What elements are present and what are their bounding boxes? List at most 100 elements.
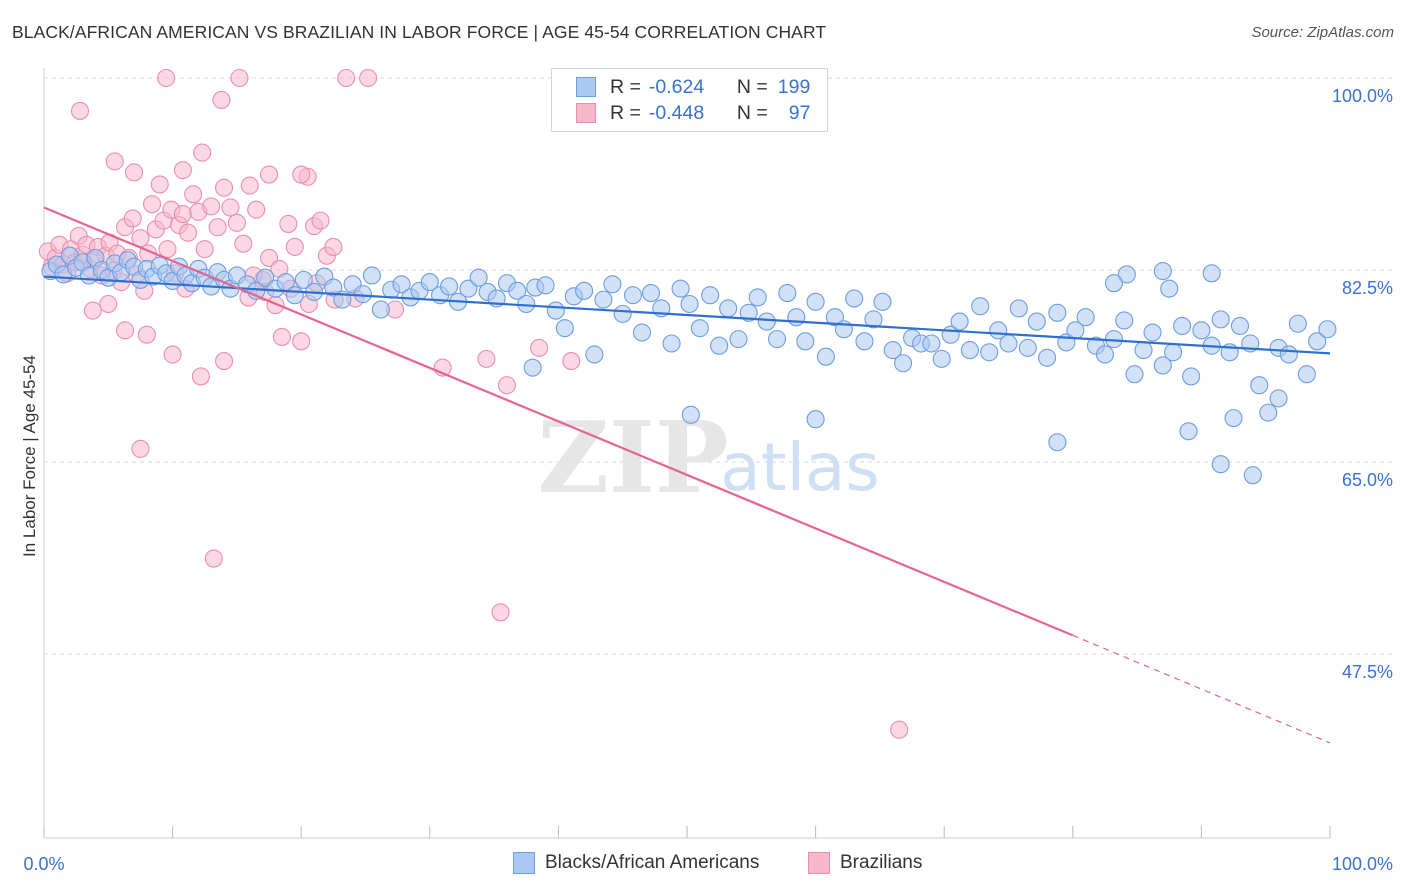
stats-legend: R = -0.624 N = 199 R = -0.448 N = 97 [551,68,828,132]
x-tick-label: 0.0% [23,854,64,874]
brazilians-point [324,237,343,257]
y-axis-title: In Labor Force | Age 45-54 [20,355,39,557]
n-value: 199 [777,75,811,98]
blacks-point [575,281,594,300]
blacks-point [1224,409,1243,428]
blacks-point [825,308,844,327]
blacks-point [729,330,748,349]
stats-row-brazilians: R = -0.448 N = 97 [576,102,810,124]
brazilians-point [285,237,304,257]
blacks-point [632,323,652,342]
n-value: 97 [788,101,811,124]
blacks-point [1076,308,1095,327]
blacks-point [1048,303,1067,322]
brazilians-point [247,200,266,219]
brazilians-point [195,240,214,259]
gridlines [44,77,1393,655]
brazilians-point [204,549,223,568]
y-tick-label: 82.5% [1342,278,1393,298]
legend-item-brazilians: Brazilians [808,852,922,874]
blacks-point [855,332,874,351]
blacks-legend-swatch [513,852,535,874]
blacks-point [864,310,883,329]
blacks-point [1243,466,1262,485]
blacks-point [392,275,411,294]
blacks-point [671,279,690,298]
blacks-point [285,286,304,305]
n-label: N = [736,101,768,124]
blacks-point [371,300,390,319]
brazilians-point [234,234,253,253]
blacks-point [1211,310,1230,329]
blacks-point [1164,343,1183,362]
blacks-point [362,266,381,285]
blacks-point [690,319,709,338]
brazilians-point [184,185,203,204]
blacks-point [767,330,787,349]
blacks-point [1250,376,1269,395]
blacks-point [1211,455,1230,474]
brazilians-point [212,90,231,109]
blacks-point [1230,316,1250,336]
blacks-point [1009,299,1028,318]
source-label: Source: ZipAtlas.com [1251,24,1394,41]
blacks-point [1115,311,1134,330]
blacks-point [1143,323,1162,342]
watermark: ZIP atlas [537,401,879,516]
blacks-point [536,276,555,295]
blacks-point [960,341,979,360]
blacks-point [778,283,797,303]
blacks-point [950,312,969,331]
brazilians-trend-extension [1072,634,1331,744]
brazilians-point [292,165,311,184]
blacks-point [555,319,574,338]
watermark-zip: ZIP [537,401,728,516]
r-label: R = [610,75,641,98]
blacks-point [440,277,459,296]
brazilians-points [38,68,909,739]
brazilians-point [272,327,291,346]
blacks-point [806,292,825,311]
brazilians-point [157,68,176,88]
brazilians-point [359,68,378,88]
blacks-point [613,304,632,323]
blacks-point [787,308,806,327]
blacks-point [873,292,892,311]
blacks-point [1153,262,1172,281]
brazilians-point [202,197,221,216]
brazilians-point [105,152,124,171]
blacks-point [523,358,542,377]
brazilians-point [124,163,144,182]
brazilians-point [477,349,496,368]
y-tick-label: 47.5% [1342,662,1393,682]
brazilians-point [337,68,356,88]
blacks-point [594,290,613,309]
brazilians-point [311,211,330,230]
blacks-point [324,278,343,297]
blacks-point [999,334,1018,353]
brazilians-point [191,367,210,386]
brazilians-point [227,213,246,232]
blacks-point [420,273,439,292]
blacks-point [662,334,681,353]
blacks-trend-line [43,275,1331,355]
blacks-point [710,336,729,355]
chart-title: BLACK/AFRICAN AMERICAN VS BRAZILIAN IN L… [12,22,827,42]
brazilians-point [137,325,156,344]
brazilians-point [221,198,240,217]
blacks-point [641,283,661,303]
blacks-point [1288,314,1307,333]
brazilians-point [214,352,234,371]
blacks-point [469,268,488,287]
blacks-point [757,312,776,331]
blacks-point [1182,367,1201,386]
blacks-point [1318,320,1337,339]
brazilians-trend-line [43,206,1074,637]
blacks-point [585,345,604,364]
brazilians-point [279,214,298,233]
brazilians-point [83,301,102,320]
brazilians-point [150,175,169,194]
blacks-point [1095,345,1114,364]
blacks-point [701,286,720,305]
